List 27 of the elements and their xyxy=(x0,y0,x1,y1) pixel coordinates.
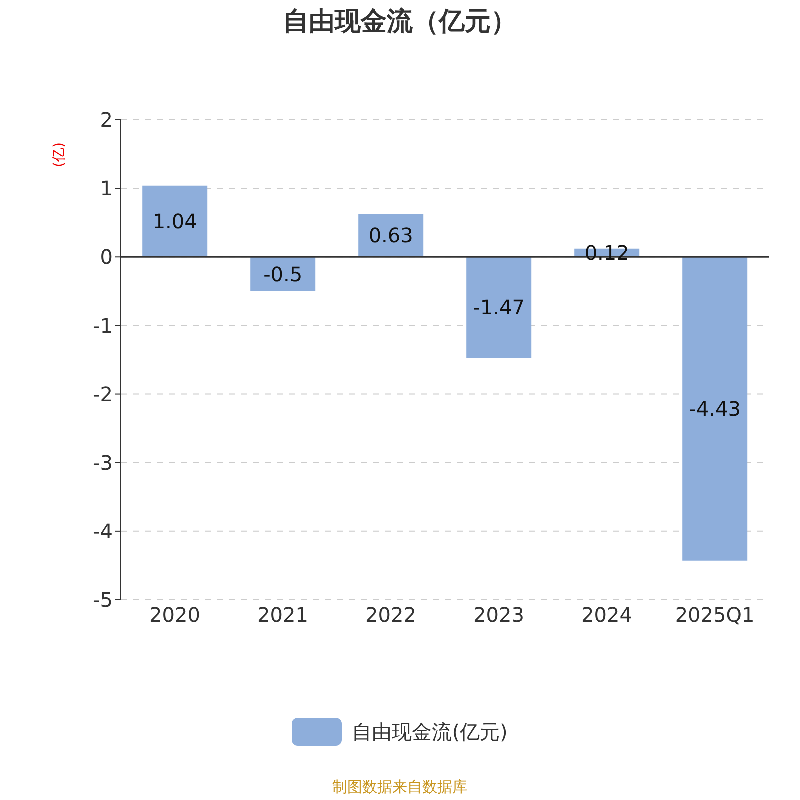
bar xyxy=(466,257,532,358)
y-tick-label: -1 xyxy=(93,314,113,338)
y-tick-label: -4 xyxy=(93,520,113,544)
data-label: 1.04 xyxy=(152,210,198,234)
x-tick-label: 2020 xyxy=(150,603,200,628)
y-tick-label: 2 xyxy=(100,108,113,132)
y-axis-title: (亿) xyxy=(50,142,68,168)
x-tick-label: 2021 xyxy=(258,603,308,628)
y-tick-label: 1 xyxy=(100,176,113,201)
chart-title: 自由现金流（亿元） xyxy=(282,6,518,39)
y-tick-label: 0 xyxy=(100,245,113,270)
data-label: -0.5 xyxy=(264,262,303,286)
y-tick-label: -5 xyxy=(93,588,113,612)
x-tick-label: 2024 xyxy=(582,603,632,628)
x-tick-label: 2023 xyxy=(474,603,524,628)
y-tick-label: -3 xyxy=(93,450,113,475)
bar xyxy=(250,257,316,292)
data-label: -1.47 xyxy=(473,296,525,320)
bar xyxy=(142,186,208,258)
x-tick-label: 2022 xyxy=(366,603,416,628)
text: 制图数据来自数据库 xyxy=(332,778,468,797)
legend-label: 自由现金流(亿元) xyxy=(351,718,508,746)
data-label: -4.43 xyxy=(689,397,741,422)
y-tick-label: -2 xyxy=(93,382,113,406)
bar xyxy=(682,257,748,561)
data-label: 0.63 xyxy=(368,224,414,248)
x-tick-label: 2025Q1 xyxy=(675,603,755,628)
